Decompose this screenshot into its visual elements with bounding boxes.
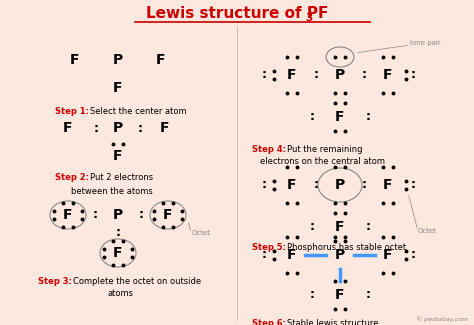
Text: F: F	[70, 53, 80, 67]
Text: :: :	[138, 209, 144, 222]
Text: P: P	[113, 121, 123, 135]
Text: Put 2 electrons: Put 2 electrons	[90, 174, 153, 183]
Text: :: :	[410, 249, 416, 262]
Text: Step 3:: Step 3:	[38, 277, 75, 285]
Text: :: :	[410, 178, 416, 191]
Text: F: F	[383, 178, 393, 192]
Text: :: :	[262, 69, 266, 82]
Text: F: F	[113, 81, 123, 95]
Text: F: F	[113, 246, 123, 260]
Text: electrons on the central atom: electrons on the central atom	[260, 158, 385, 166]
Text: P: P	[335, 68, 345, 82]
Text: Select the center atom: Select the center atom	[90, 108, 187, 116]
Text: :: :	[365, 111, 371, 124]
Text: F: F	[383, 68, 393, 82]
Text: Phosphorus has stable octet: Phosphorus has stable octet	[287, 242, 406, 252]
Text: :: :	[365, 289, 371, 302]
Text: :: :	[92, 209, 98, 222]
Text: F: F	[63, 121, 73, 135]
Text: P: P	[113, 208, 123, 222]
Text: :: :	[365, 220, 371, 233]
Text: :: :	[262, 249, 266, 262]
Text: Complete the octet on outside: Complete the octet on outside	[73, 277, 201, 285]
Text: F: F	[335, 288, 345, 302]
Text: :: :	[362, 69, 366, 82]
Text: :: :	[137, 122, 143, 135]
Text: Stable lewis structure: Stable lewis structure	[287, 318, 379, 325]
Text: :: :	[310, 220, 315, 233]
Text: :: :	[313, 69, 319, 82]
Text: P: P	[113, 53, 123, 67]
Text: :: :	[93, 122, 99, 135]
Text: Step 4:: Step 4:	[252, 145, 289, 153]
Text: :: :	[310, 111, 315, 124]
Text: © pediabay.com: © pediabay.com	[416, 316, 468, 322]
Text: F: F	[156, 53, 166, 67]
Text: :: :	[310, 289, 315, 302]
Text: between the atoms: between the atoms	[71, 187, 153, 196]
Text: :: :	[262, 178, 266, 191]
Text: F: F	[113, 149, 123, 163]
Text: F: F	[335, 220, 345, 234]
Text: Step 5:: Step 5:	[252, 242, 289, 252]
Text: Octet: Octet	[192, 230, 211, 236]
Text: Step 1:: Step 1:	[55, 108, 92, 116]
Text: Put the remaining: Put the remaining	[287, 145, 363, 153]
Text: F: F	[163, 208, 173, 222]
Text: Lewis structure of PF: Lewis structure of PF	[146, 6, 328, 21]
Text: Step 2:: Step 2:	[55, 174, 92, 183]
Text: F: F	[63, 208, 73, 222]
Text: atoms: atoms	[108, 290, 134, 298]
Text: :: :	[362, 178, 366, 191]
Text: F: F	[383, 248, 393, 262]
Text: lone pair: lone pair	[410, 40, 441, 46]
Text: :: :	[116, 227, 120, 240]
Text: F: F	[287, 178, 297, 192]
Text: :: :	[410, 69, 416, 82]
Text: Step 6:: Step 6:	[252, 318, 289, 325]
Text: F: F	[335, 110, 345, 124]
Text: P: P	[335, 178, 345, 192]
Text: 3: 3	[305, 13, 313, 23]
Text: Octet: Octet	[418, 228, 437, 234]
Text: :: :	[313, 178, 319, 191]
Text: F: F	[287, 68, 297, 82]
Text: P: P	[335, 248, 345, 262]
Text: F: F	[160, 121, 170, 135]
Text: F: F	[287, 248, 297, 262]
